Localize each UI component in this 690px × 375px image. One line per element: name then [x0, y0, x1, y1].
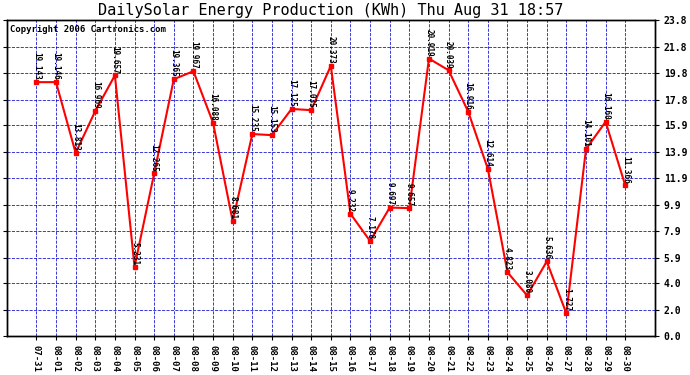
Text: 5.636: 5.636 — [542, 236, 551, 260]
Title: DailySolar Energy Production (KWh) Thu Aug 31 18:57: DailySolar Energy Production (KWh) Thu A… — [98, 3, 564, 18]
Text: 15.153: 15.153 — [268, 105, 277, 133]
Text: 19.657: 19.657 — [110, 46, 119, 74]
Text: 15.235: 15.235 — [248, 104, 257, 132]
Text: 4.823: 4.823 — [503, 247, 512, 270]
Text: 16.969: 16.969 — [91, 81, 100, 109]
Text: Copyright 2006 Cartronics.com: Copyright 2006 Cartronics.com — [10, 25, 166, 34]
Text: 9.657: 9.657 — [405, 183, 414, 206]
Text: 19.967: 19.967 — [189, 42, 198, 69]
Text: 16.916: 16.916 — [464, 82, 473, 110]
Text: 3.080: 3.080 — [522, 270, 531, 293]
Text: 1.727: 1.727 — [562, 288, 571, 311]
Text: 17.125: 17.125 — [287, 79, 296, 107]
Text: 20.039: 20.039 — [444, 40, 453, 68]
Text: 19.143: 19.143 — [32, 53, 41, 80]
Text: 20.373: 20.373 — [326, 36, 335, 64]
Text: 5.231: 5.231 — [130, 242, 139, 265]
Text: 19.365: 19.365 — [169, 50, 178, 77]
Text: 13.813: 13.813 — [71, 123, 80, 151]
Text: 16.088: 16.088 — [208, 93, 217, 121]
Text: 11.366: 11.366 — [621, 156, 630, 183]
Text: 17.035: 17.035 — [306, 80, 316, 108]
Text: 19.146: 19.146 — [52, 53, 61, 80]
Text: 16.160: 16.160 — [601, 92, 610, 120]
Text: 14.101: 14.101 — [582, 119, 591, 147]
Text: 12.614: 12.614 — [484, 139, 493, 167]
Text: 20.919: 20.919 — [424, 29, 433, 57]
Text: 12.265: 12.265 — [150, 144, 159, 171]
Text: 8.681: 8.681 — [228, 196, 237, 219]
Text: 7.178: 7.178 — [366, 216, 375, 239]
Text: 9.697: 9.697 — [385, 183, 394, 206]
Text: 9.232: 9.232 — [346, 189, 355, 212]
